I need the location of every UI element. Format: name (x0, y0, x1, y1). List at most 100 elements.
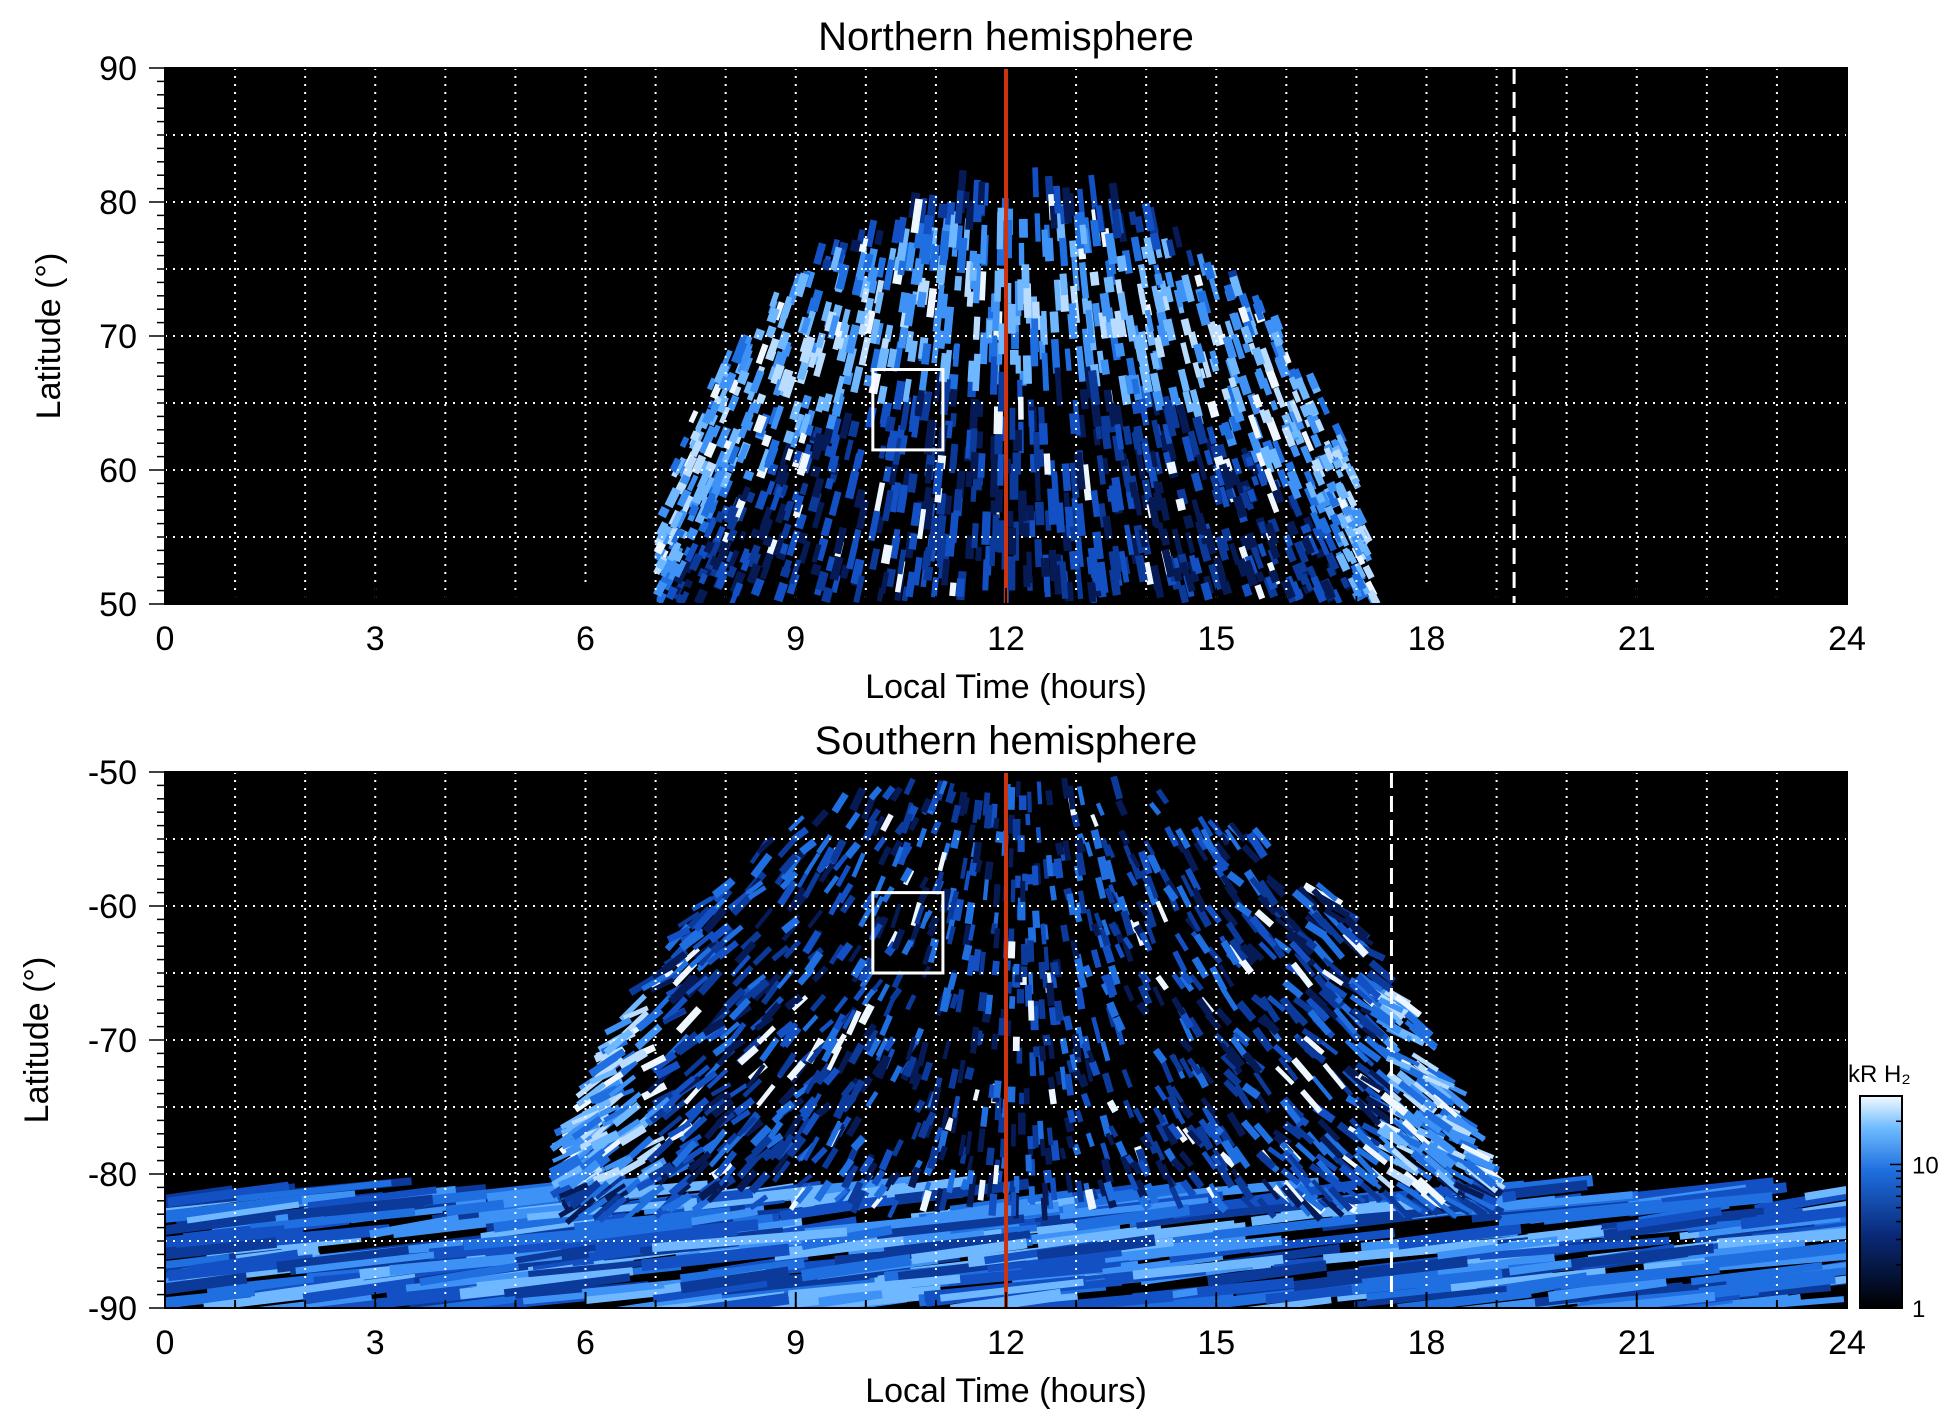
heat-streak (1074, 958, 1083, 979)
heat-streak (866, 266, 879, 283)
heat-streak (1171, 528, 1184, 556)
southern-title: Southern hemisphere (815, 719, 1197, 763)
heat-streak (691, 454, 707, 475)
heat-streak (1220, 527, 1233, 543)
heat-streak (682, 455, 697, 476)
heat-streak (1306, 401, 1319, 417)
heat-streak (699, 1176, 721, 1194)
heat-streak (839, 564, 850, 579)
heat-streak (849, 239, 861, 253)
heat-streak (715, 573, 728, 590)
heat-streak (1187, 430, 1201, 458)
y-tick-label: 80 (99, 184, 137, 222)
heat-streak (681, 932, 705, 951)
heat-streak (702, 425, 718, 446)
heat-streak (827, 454, 840, 473)
heat-streak (1281, 425, 1296, 448)
heat-streak (896, 227, 910, 262)
y-tick-label: 70 (99, 318, 137, 356)
heat-streak (783, 430, 795, 445)
heat-streak (165, 1211, 276, 1236)
heat-streak (753, 328, 766, 341)
heat-streak (665, 525, 681, 546)
heat-streak (764, 1132, 784, 1150)
heat-streak (935, 514, 947, 552)
heat-streak (1035, 827, 1042, 843)
heat-streak (1326, 556, 1338, 568)
heat-streak (1245, 942, 1265, 962)
heat-streak (832, 320, 845, 337)
heat-streak (1331, 448, 1344, 462)
heat-streak (972, 841, 983, 864)
heat-streak (1287, 494, 1303, 518)
heat-streak (1224, 828, 1242, 851)
heat-streak (1034, 501, 1045, 526)
heat-streak (799, 416, 811, 434)
heat-streak (949, 993, 959, 1010)
heat-streak (1232, 1031, 1250, 1048)
heat-streak (1326, 480, 1339, 494)
heat-streak (853, 575, 865, 604)
heat-streak (779, 1022, 799, 1048)
heat-streak (650, 1050, 677, 1074)
heat-streak (904, 241, 917, 272)
heat-streak (957, 1059, 966, 1084)
heat-streak (674, 559, 687, 578)
heat-streak (908, 192, 921, 219)
heat-streak (828, 433, 841, 459)
heat-streak (917, 1120, 931, 1139)
heat-streak (568, 1159, 601, 1190)
heat-streak (814, 1179, 833, 1203)
x-tick-label: 9 (786, 1324, 805, 1362)
heat-streak (990, 923, 997, 935)
heat-streak (1102, 515, 1113, 540)
heat-streak (1241, 583, 1253, 597)
heat-streak (1043, 1169, 1053, 1184)
heat-streak (697, 1180, 722, 1202)
heat-streak (989, 356, 999, 395)
heat-streak (796, 452, 811, 477)
heat-streak (942, 306, 955, 344)
heat-streak (872, 815, 885, 837)
heat-streak (791, 994, 809, 1012)
heat-streak (1108, 550, 1121, 581)
heat-streak (1322, 530, 1337, 552)
heat-streak (660, 563, 671, 578)
heat-streak (801, 1112, 820, 1136)
northern-ticks (149, 67, 1848, 605)
heat-streak (1289, 444, 1301, 458)
heat-streak (813, 242, 827, 266)
heat-streak (1063, 1116, 1075, 1133)
heat-streak (848, 944, 863, 963)
heat-streak (1041, 1182, 1049, 1206)
heat-streak (1657, 1294, 1789, 1308)
heat-streak (676, 1035, 702, 1056)
heat-streak (735, 334, 748, 352)
heat-streak (966, 954, 976, 976)
heat-streak (1218, 463, 1234, 491)
heat-streak (1073, 213, 1083, 249)
heat-streak (802, 929, 822, 955)
heat-streak (1351, 571, 1367, 592)
heat-streak (711, 1098, 735, 1119)
heat-streak (1200, 828, 1217, 854)
heat-streak (683, 578, 694, 589)
heat-streak (1335, 483, 1350, 501)
heat-streak (1265, 575, 1278, 591)
heat-streak (1092, 531, 1104, 560)
heat-streak (1268, 569, 1281, 584)
heat-streak (710, 1082, 732, 1097)
heat-streak (1253, 1122, 1274, 1145)
heat-streak (833, 1092, 852, 1120)
heat-streak (901, 939, 914, 956)
heat-streak (821, 259, 833, 272)
heat-streak (1324, 1131, 1348, 1157)
heat-streak (1108, 1125, 1119, 1138)
heat-streak (1231, 386, 1247, 413)
heat-streak (1079, 388, 1089, 410)
heat-streak (1266, 994, 1287, 1013)
heat-streak (890, 528, 901, 552)
heat-streak (800, 316, 811, 334)
heat-streak (1068, 302, 1078, 322)
heat-streak (750, 1135, 773, 1157)
